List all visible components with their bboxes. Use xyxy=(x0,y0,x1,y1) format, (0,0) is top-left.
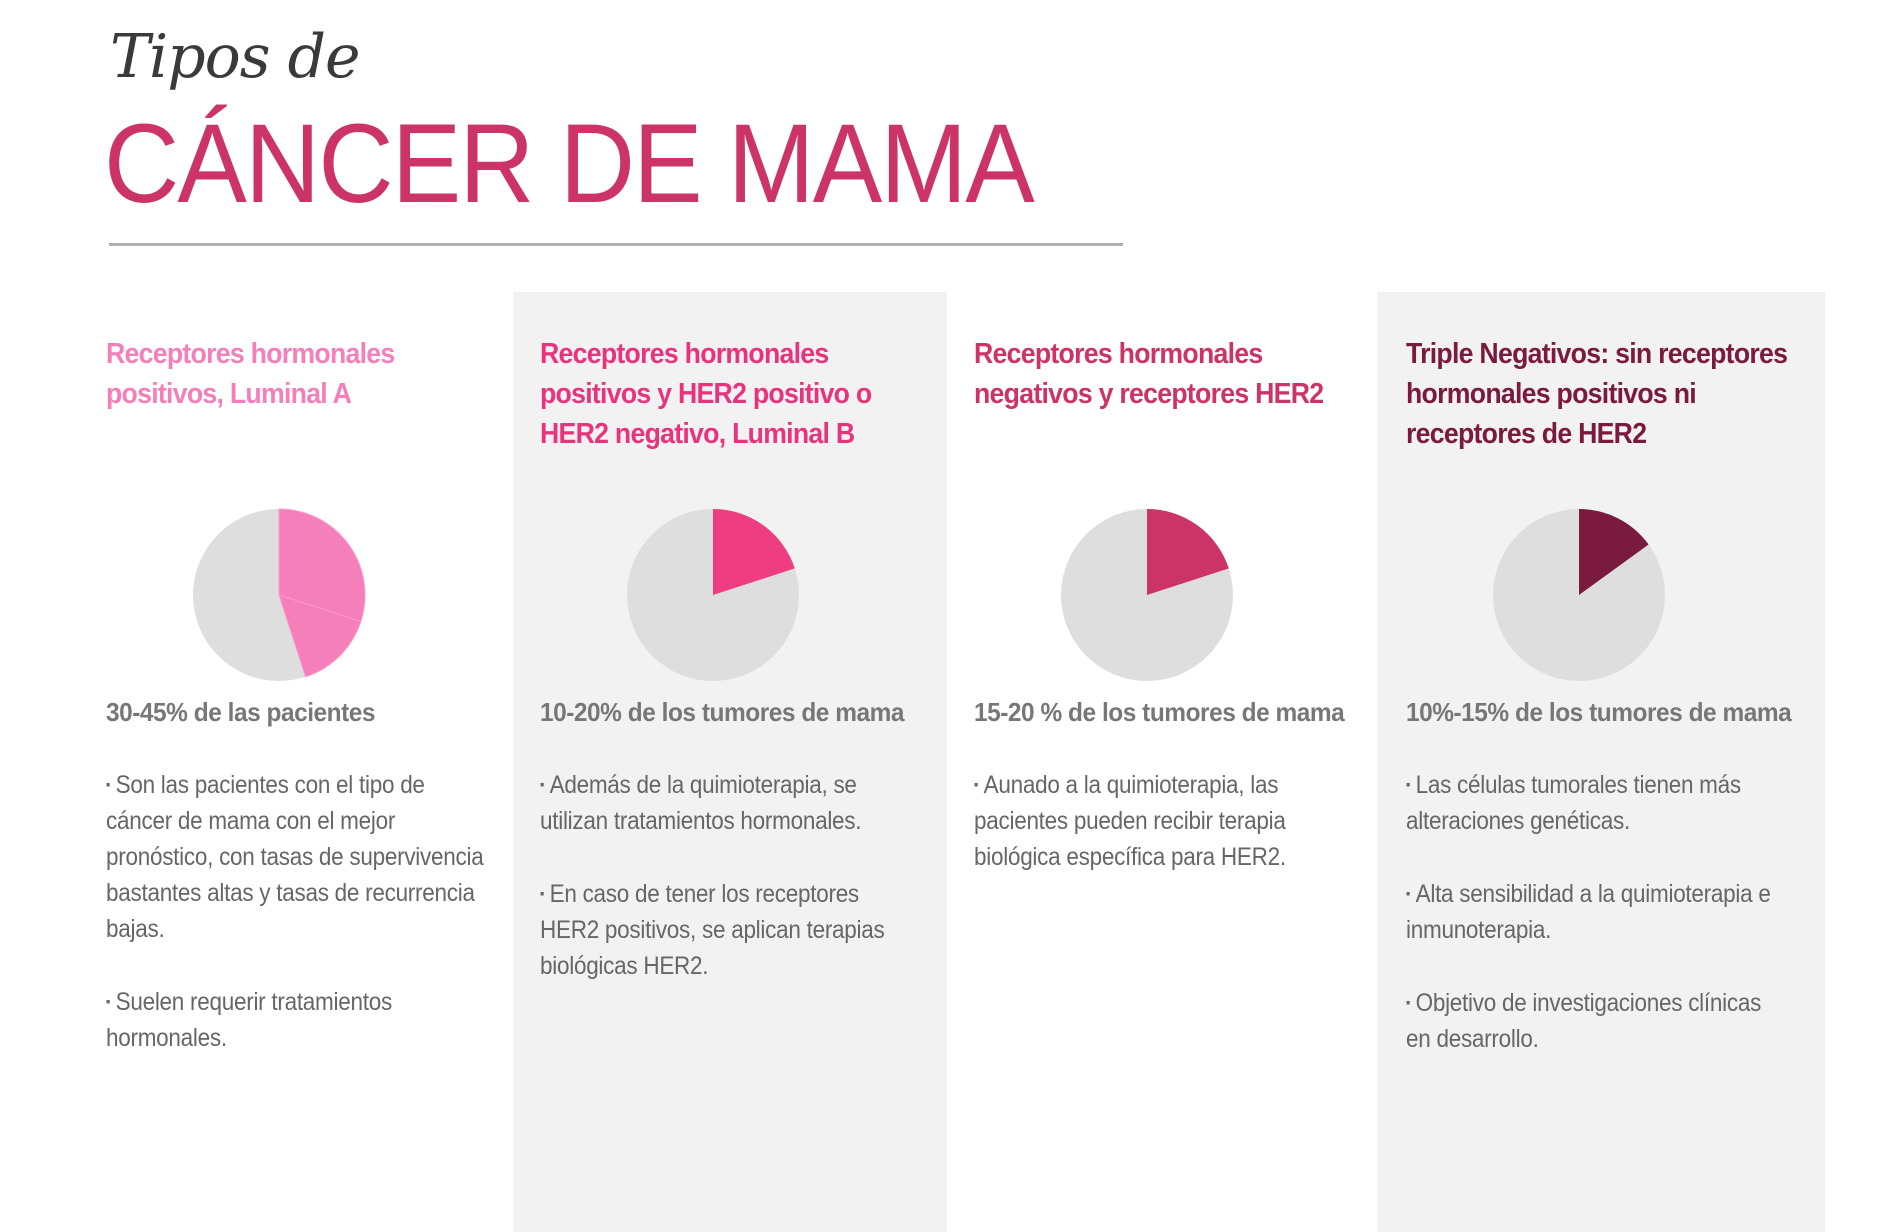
bullet-text: Objetivo de investigaciones clínicas en … xyxy=(1406,989,1762,1053)
bullet-icon: ▪ xyxy=(540,885,545,901)
subtype-heading: Receptores hormonales positivos y HER2 p… xyxy=(540,338,872,450)
pie-slice xyxy=(1147,509,1229,595)
bullet-item: ▪ Suelen requerir tratamientos hormonales… xyxy=(106,983,484,1056)
pie-chart xyxy=(193,508,366,681)
bullet-icon: ▪ xyxy=(540,776,545,792)
bullet-icon: ▪ xyxy=(1406,994,1411,1010)
pie-chart xyxy=(1493,509,1665,681)
pie-slice xyxy=(278,508,366,623)
bullet-icon: ▪ xyxy=(1406,885,1411,901)
bullet-item: ▪ Las células tumorales tienen más altera… xyxy=(1406,766,1784,839)
bullet-text: Aunado a la quimioterapia, las pacientes… xyxy=(974,771,1286,871)
bullet-icon: ▪ xyxy=(106,993,111,1009)
title-divider xyxy=(109,243,1123,246)
bullet-text: Las células tumorales tienen más alterac… xyxy=(1406,771,1741,835)
subtype-column: Receptores hormonales positivos, Luminal… xyxy=(106,334,496,1056)
bullet-item: ▪ En caso de tener los receptores HER2 po… xyxy=(540,875,918,984)
bullet-text: En caso de tener los receptores HER2 pos… xyxy=(540,880,885,980)
percentage-label: 10-20% de los tumores de mama xyxy=(540,697,904,727)
bullet-text: Alta sensibilidad a la quimioterapia e i… xyxy=(1406,880,1771,944)
page-title: CÁNCER DE MAMA xyxy=(104,101,1035,226)
percentage-label: 15-20 % de los tumores de mama xyxy=(974,697,1345,727)
bullet-text: Además de la quimioterapia, se utilizan … xyxy=(540,771,862,835)
bullet-item: ▪ Son las pacientes con el tipo de cáncer… xyxy=(106,766,484,947)
pie-slice xyxy=(278,594,362,678)
header-subtitle: Tipos de xyxy=(110,22,361,92)
column-2-background xyxy=(513,292,947,1232)
pie-slice xyxy=(713,509,795,595)
bullet-icon: ▪ xyxy=(974,776,979,792)
pie-chart xyxy=(627,509,799,681)
subtype-heading: Receptores hormonales negativos y recept… xyxy=(974,338,1324,410)
subtype-column: Receptores hormonales negativos y recept… xyxy=(974,334,1364,875)
bullet-item: ▪ Alta sensibilidad a la quimioterapia e … xyxy=(1406,875,1784,948)
bullet-icon: ▪ xyxy=(106,776,111,792)
bullet-icon: ▪ xyxy=(1406,776,1411,792)
subtype-heading: Triple Negativos: sin receptores hormona… xyxy=(1406,338,1788,450)
percentage-label: 10%-15% de los tumores de mama xyxy=(1406,697,1792,727)
subtype-heading: Receptores hormonales positivos, Luminal… xyxy=(106,338,395,410)
bullet-item: ▪ Objetivo de investigaciones clínicas en… xyxy=(1406,984,1784,1057)
pie-slice xyxy=(1579,509,1649,595)
column-4-background xyxy=(1377,292,1825,1232)
subtype-column: Triple Negativos: sin receptores hormona… xyxy=(1406,334,1796,1057)
subtype-column: Receptores hormonales positivos y HER2 p… xyxy=(540,334,930,984)
bullet-text: Son las pacientes con el tipo de cáncer … xyxy=(106,771,484,943)
pie-chart xyxy=(1061,509,1233,681)
bullet-item: ▪ Aunado a la quimioterapia, las paciente… xyxy=(974,766,1352,875)
bullet-item: ▪ Además de la quimioterapia, se utilizan… xyxy=(540,766,918,839)
bullet-text: Suelen requerir tratamientos hormonales. xyxy=(106,988,392,1052)
percentage-label: 30-45% de las pacientes xyxy=(106,697,376,727)
